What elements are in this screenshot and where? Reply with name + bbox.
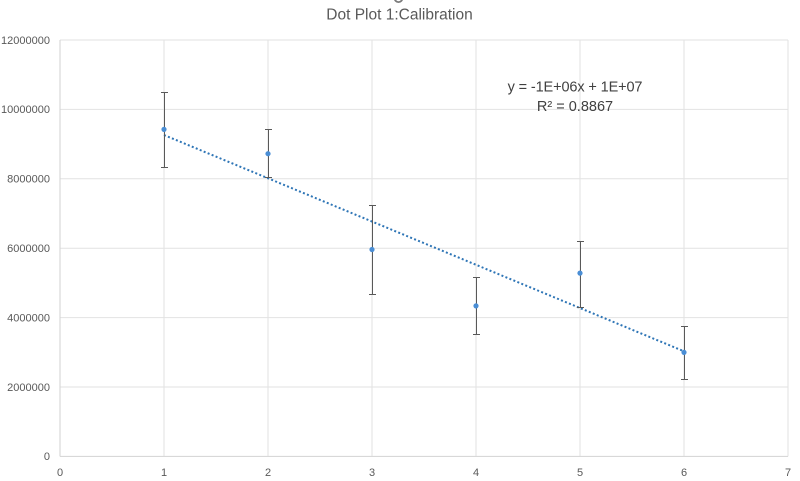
svg-text:12000000: 12000000 (1, 35, 50, 47)
svg-text:6000000: 6000000 (7, 243, 50, 255)
svg-text:y = -1E+06x + 1E+07: y = -1E+06x + 1E+07 (508, 80, 643, 96)
svg-text:6: 6 (681, 467, 687, 479)
svg-text:5: 5 (577, 467, 583, 479)
svg-text:R² = 0.8867: R² = 0.8867 (537, 99, 613, 115)
svg-text:2000000: 2000000 (7, 382, 50, 394)
svg-text:7: 7 (785, 467, 791, 479)
svg-text:10000000: 10000000 (1, 104, 50, 116)
svg-text:4000000: 4000000 (7, 312, 50, 324)
svg-text:8000000: 8000000 (7, 174, 50, 186)
svg-text:0: 0 (44, 451, 50, 463)
svg-text:3: 3 (369, 467, 375, 479)
svg-text:Dot Plot 1:Calibration: Dot Plot 1:Calibration (326, 7, 472, 24)
svg-text:1: 1 (161, 467, 167, 479)
svg-text:0: 0 (57, 467, 63, 479)
svg-text:4: 4 (473, 467, 479, 479)
svg-text:2: 2 (265, 467, 271, 479)
